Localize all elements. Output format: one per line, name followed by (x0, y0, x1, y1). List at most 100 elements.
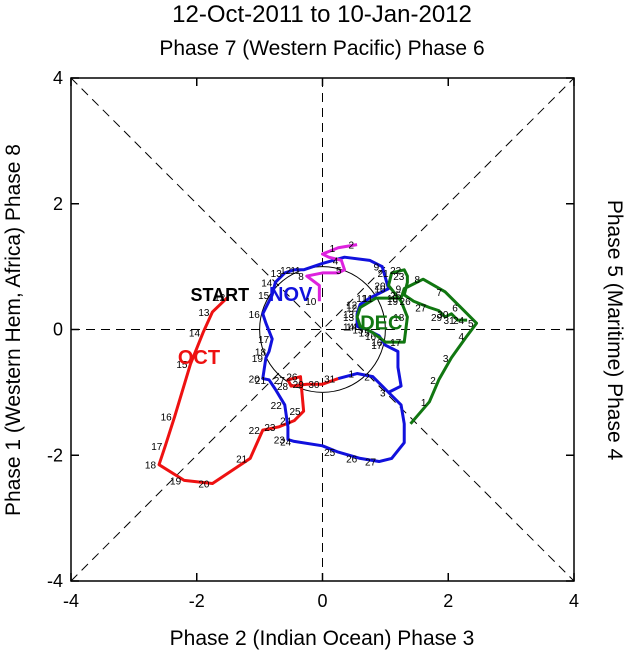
day-label: 14 (189, 329, 201, 340)
day-label: 7 (437, 288, 443, 299)
day-label: 17 (258, 335, 270, 346)
day-label: 16 (249, 310, 261, 321)
day-label: 28 (277, 382, 289, 393)
day-label: 20 (374, 281, 386, 292)
day-label: 11 (363, 294, 374, 305)
day-label: 16 (365, 332, 377, 343)
day-label: 19 (252, 354, 264, 365)
day-label: 3 (380, 388, 386, 399)
amplitude-circle (259, 266, 386, 393)
x-tick-label: -4 (63, 591, 79, 611)
x-tick-label: 4 (569, 591, 579, 611)
day-label: 24 (280, 437, 292, 448)
day-label: 5 (336, 266, 342, 277)
day-label: 27 (365, 458, 377, 469)
day-label: 16 (161, 412, 173, 423)
day-label: 10 (387, 294, 399, 305)
day-label: 22 (271, 401, 283, 412)
diagonal-line (70, 77, 575, 582)
day-label: 1 (330, 244, 336, 255)
day-label: 15 (352, 326, 364, 337)
day-label: 25 (290, 407, 302, 418)
day-label: 19 (170, 476, 182, 487)
day-label: 20 (198, 480, 210, 491)
left-axis-label: Phase 1 (Western Hem, Africa) Phase 8 (2, 144, 25, 516)
day-label: 18 (145, 461, 157, 472)
day-label: 12 (346, 300, 358, 311)
day-label: 27 (415, 303, 427, 314)
day-label: 18 (393, 313, 405, 324)
day-label: 27 (274, 376, 286, 387)
series-line-oct (157, 295, 339, 486)
day-label: 30 (437, 310, 449, 321)
day-label: 22 (249, 426, 261, 437)
day-label: 26 (346, 454, 358, 465)
day-label: 14 (346, 322, 358, 333)
day-label: 11 (356, 294, 367, 305)
y-tick-label: -2 (47, 445, 63, 465)
x-tick-label: 2 (443, 591, 453, 611)
day-label: 13 (271, 269, 283, 280)
day-label: 8 (415, 275, 421, 286)
chart-title: 12-Oct-2011 to 10-Jan-2012 (172, 1, 472, 28)
day-label: 23 (393, 272, 405, 283)
day-label: 12 (214, 293, 226, 304)
day-label: 15 (258, 291, 270, 302)
day-label: 26 (400, 297, 412, 308)
day-label: 2 (349, 241, 355, 252)
day-label: 2 (364, 373, 370, 384)
day-label: 16 (371, 338, 383, 349)
day-label: 8 (298, 272, 304, 283)
y-tick-label: 0 (53, 320, 63, 340)
day-label: 4 (333, 256, 339, 267)
day-label: 13 (343, 310, 355, 321)
series-label-dec: DEC (360, 313, 402, 335)
day-label: 29 (431, 313, 443, 324)
day-label: 10 (305, 297, 317, 308)
day-label: 29 (293, 380, 305, 391)
day-label: 9 (374, 263, 380, 274)
day-label: 31 (324, 375, 336, 386)
day-label: 5 (468, 319, 474, 330)
day-label: 13 (198, 308, 210, 319)
day-label: 31 (444, 316, 456, 327)
day-label: 17 (371, 341, 383, 352)
day-label: 12 (346, 303, 358, 314)
day-label: 22 (390, 266, 402, 277)
day-label: 13 (343, 313, 355, 324)
day-label: 10 (374, 285, 386, 296)
day-label: 17 (151, 442, 163, 453)
day-label: 25 (324, 448, 336, 459)
day-label: 23 (274, 436, 286, 447)
x-tick-label: -2 (189, 591, 205, 611)
day-label: 21 (236, 454, 248, 465)
series-label-nov: NOV (269, 284, 313, 306)
bottom-axis-label: Phase 2 (Indian Ocean) Phase 3 (170, 627, 475, 650)
day-label: 25 (390, 291, 402, 302)
x-tick-label: 0 (317, 591, 327, 611)
day-label: 1 (421, 398, 427, 409)
diagonal-line (70, 77, 575, 582)
day-label: 2 (430, 376, 436, 387)
y-tick-label: -4 (47, 571, 63, 591)
day-label: 15 (176, 360, 188, 371)
day-label: 11 (290, 266, 301, 277)
start-label: START (190, 285, 249, 305)
day-label: 19 (387, 297, 399, 308)
day-label: 24 (453, 316, 465, 327)
day-label: 3 (443, 354, 449, 365)
day-label: 21 (255, 376, 267, 387)
day-label: 30 (308, 380, 320, 391)
day-label: 21 (378, 269, 390, 280)
day-label: 20 (249, 375, 261, 386)
day-label: 6 (452, 303, 458, 314)
day-label: 12 (280, 266, 292, 277)
right-axis-label: Phase 5 (Maritime) Phase 4 (603, 200, 626, 461)
day-label: 26 (286, 373, 298, 384)
day-label: 23 (264, 423, 276, 434)
day-label: 15 (359, 329, 371, 340)
day-label: 14 (261, 278, 273, 289)
day-label: 1 (349, 370, 355, 381)
